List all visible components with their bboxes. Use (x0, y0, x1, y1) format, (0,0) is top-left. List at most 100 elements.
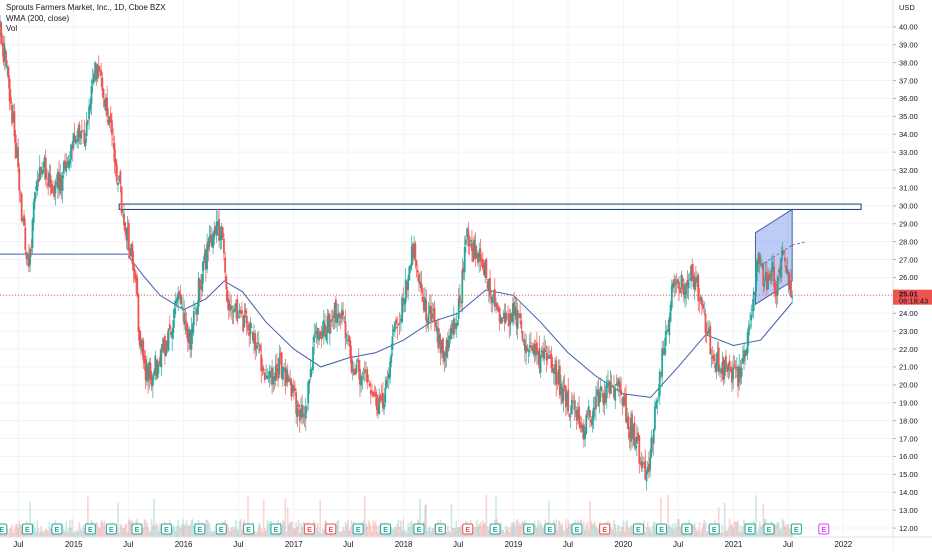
earnings-marker[interactable]: E (160, 523, 172, 535)
candle-body (781, 251, 784, 256)
candle-body (338, 313, 341, 319)
candle-body (526, 347, 529, 351)
price-tick-label: 27.00 (899, 255, 918, 264)
earnings-marker[interactable]: E (380, 523, 392, 535)
candle-body (706, 331, 709, 334)
earnings-marker[interactable]: E (599, 523, 611, 535)
volume-bar (614, 524, 616, 537)
volume-bar (96, 523, 99, 537)
volume-bar (128, 519, 130, 537)
last-price-countdown: 06:18:43 (899, 297, 928, 306)
earnings-marker[interactable]: E (790, 523, 802, 535)
time-axis: Jul 2015 Jul 2016 Jul 2017 Jul 2018 Jul 2019 Jul 20… (0, 536, 932, 550)
candle-body (101, 77, 104, 91)
candle-body (324, 324, 326, 337)
candle-body (201, 273, 204, 292)
earnings-marker[interactable]: E (571, 523, 583, 535)
volume-bar (597, 529, 600, 537)
candle-body (698, 299, 701, 301)
earnings-marker[interactable]: E (131, 523, 143, 535)
earnings-marker[interactable]: E (744, 523, 756, 535)
earnings-marker[interactable]: E (489, 523, 501, 535)
earnings-marker[interactable]: E (352, 523, 364, 535)
candle-body (391, 336, 394, 350)
candle-body (552, 371, 555, 374)
earnings-marker[interactable]: E (51, 523, 63, 535)
volume-bar (338, 531, 341, 537)
earnings-marker[interactable]: E (325, 523, 337, 535)
candle-body (537, 351, 540, 355)
volume-bar (670, 528, 673, 537)
candle-body (50, 184, 53, 194)
earnings-marker[interactable]: E (656, 523, 668, 535)
volume-bar (445, 532, 448, 537)
volume-bar (253, 529, 255, 537)
earnings-marker[interactable]: E (544, 523, 556, 535)
candle-body (155, 360, 158, 376)
volume-bar (761, 524, 763, 537)
earnings-marker[interactable]: E (763, 523, 775, 535)
candle-body (493, 289, 496, 307)
earnings-marker[interactable]: E (270, 523, 282, 535)
candle-body (256, 342, 259, 344)
volume-bar (459, 527, 461, 537)
earnings-marker[interactable]: E (708, 523, 720, 535)
volume-bar (268, 520, 271, 537)
earnings-marker[interactable]: E (462, 523, 474, 535)
earnings-marker[interactable]: E (632, 523, 644, 535)
symbol-title[interactable]: Sprouts Farmers Market, Inc., 1D, Cboe B… (6, 3, 166, 12)
volume-bar (782, 521, 785, 537)
volume-bar (705, 531, 708, 537)
earnings-marker[interactable]: E (243, 523, 255, 535)
volume-indicator-label[interactable]: Vol (6, 24, 18, 33)
earnings-marker[interactable]: E (818, 523, 830, 535)
candle-body (780, 257, 783, 278)
candle-body (56, 171, 59, 189)
earnings-marker[interactable]: E (0, 523, 8, 535)
earnings-marker[interactable]: E (523, 523, 535, 535)
candle-body (715, 362, 718, 372)
candle-body (463, 247, 466, 273)
earnings-marker[interactable]: E (303, 523, 315, 535)
candle-body (236, 299, 239, 322)
volume-bar (722, 532, 725, 537)
volume-bar (259, 524, 261, 537)
candle-body (195, 309, 198, 315)
earnings-marker[interactable]: E (84, 523, 96, 535)
candle-body (397, 324, 400, 326)
candle-body (468, 244, 471, 246)
earnings-marker[interactable]: E (194, 523, 206, 535)
candle-body (550, 354, 553, 368)
volume-bar (37, 528, 40, 537)
earnings-marker[interactable]: E (215, 523, 227, 535)
volume-bar (227, 527, 230, 537)
earnings-marker[interactable]: E (21, 523, 33, 535)
volume-bar (430, 531, 432, 537)
earnings-marker[interactable]: E (105, 523, 117, 535)
earnings-marker[interactable]: E (434, 523, 446, 535)
candle-body (70, 144, 72, 160)
candle-body (361, 376, 364, 379)
candle-body (71, 147, 74, 150)
volume-bar (10, 528, 12, 537)
earnings-label: E (575, 527, 580, 534)
candle-body (678, 282, 680, 290)
candle-body (280, 352, 283, 379)
candle-body (279, 353, 282, 357)
earnings-marker[interactable]: E (681, 523, 693, 535)
wma-indicator-label[interactable]: WMA (200, close) (6, 13, 70, 23)
volume-bar (501, 530, 503, 537)
volume-bar (232, 529, 235, 537)
candle-body (778, 269, 780, 273)
candle-body (249, 322, 252, 335)
candle-body (3, 47, 6, 59)
volume-bar (590, 520, 592, 537)
volume-bar (317, 522, 319, 537)
candle-body (498, 307, 501, 322)
earnings-marker[interactable]: E (413, 523, 425, 535)
volume-bar (471, 532, 473, 537)
volume-bar (371, 531, 373, 537)
candle-body (133, 270, 136, 279)
